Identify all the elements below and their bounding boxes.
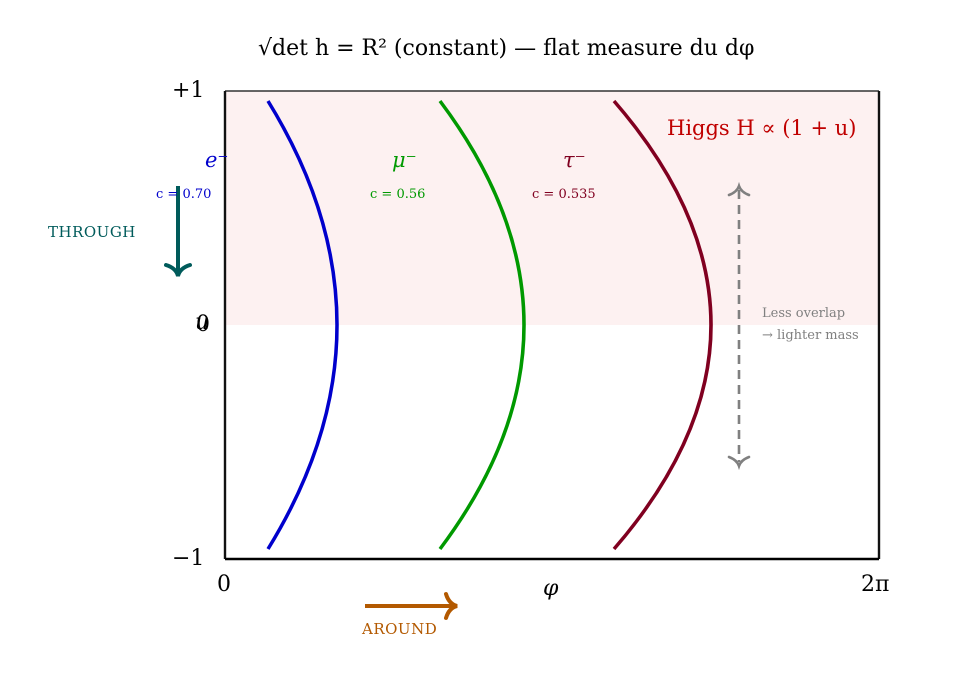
higgs-label: Higgs H ∝ (1 + u) — [667, 116, 857, 140]
x-tick-2pi: 2π — [861, 572, 890, 597]
y-tick-bottom: −1 — [172, 546, 205, 571]
tau-label: τ⁻ — [563, 148, 586, 172]
muon-c-value: c = 0.56 — [370, 187, 426, 202]
overlap-note-line1: Less overlap — [762, 306, 846, 321]
electron-c-value: c = 0.70 — [156, 187, 212, 202]
curve-tau — [612, 99, 713, 551]
tau-c-value: c = 0.535 — [532, 187, 596, 202]
y-tick-zero: 0 — [196, 312, 210, 337]
overlap-note-line2: → lighter mass — [762, 328, 859, 343]
around-arrow-head-icon — [444, 592, 458, 620]
x-axis-label: φ — [543, 576, 559, 601]
curve-muon — [438, 99, 526, 551]
overlap-arrow-bottom-icon — [727, 455, 751, 471]
around-label: AROUND — [362, 620, 438, 638]
overlap-arrow-top-icon — [727, 181, 751, 197]
electron-label: e⁻ — [205, 148, 229, 172]
y-axis-label: u — [195, 310, 210, 335]
muon-label: μ⁻ — [392, 148, 417, 172]
curve-electron — [266, 100, 339, 550]
chart-title: √det h = R² (constant) — flat measure du… — [258, 36, 755, 61]
x-tick-zero: 0 — [217, 572, 231, 597]
through-label: THROUGH — [48, 223, 136, 241]
through-arrow-head-icon — [164, 263, 192, 277]
y-tick-top: +1 — [172, 78, 205, 103]
